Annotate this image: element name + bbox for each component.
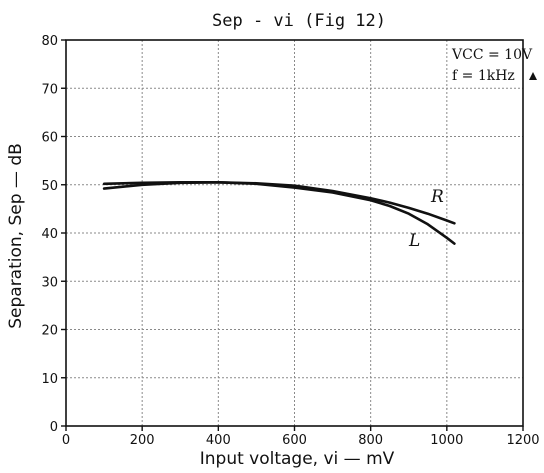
y-tick-label: 40 bbox=[41, 227, 58, 242]
series-group bbox=[102, 181, 456, 245]
y-tick-label: 50 bbox=[41, 179, 58, 194]
x-tick-label: 600 bbox=[282, 433, 307, 448]
x-axis-label: Input voltage, vi — mV bbox=[200, 449, 395, 469]
x-tick-label: 0 bbox=[62, 433, 70, 448]
series-line-l bbox=[102, 181, 456, 245]
x-tick-label: 200 bbox=[130, 433, 155, 448]
y-axis-ticks: 0 10 20 30 40 50 60 70 80 bbox=[41, 34, 66, 435]
x-tick-label: 1200 bbox=[506, 433, 539, 448]
x-axis-ticks: 0 200 400 600 800 1000 1200 bbox=[62, 426, 540, 448]
y-tick-label: 60 bbox=[41, 131, 58, 146]
y-tick-label: 30 bbox=[41, 275, 58, 290]
chart-title: Sep - vi (Fig 12) bbox=[212, 11, 386, 31]
x-tick-label: 400 bbox=[206, 433, 231, 448]
y-tick-label: 70 bbox=[41, 82, 58, 97]
series-label-r: R bbox=[430, 187, 444, 207]
y-tick-label: 20 bbox=[41, 324, 58, 339]
y-tick-label: 0 bbox=[50, 420, 58, 435]
x-tick-label: 1000 bbox=[430, 433, 463, 448]
series-line-r bbox=[102, 181, 456, 225]
condition-vcc: VCC = 10V bbox=[451, 47, 533, 63]
y-tick-label: 10 bbox=[41, 372, 58, 387]
x-tick-label: 800 bbox=[358, 433, 383, 448]
conditions-box: VCC = 10V f = 1kHz bbox=[451, 47, 537, 84]
condition-freq: f = 1kHz bbox=[452, 68, 515, 84]
marker-arrow-icon bbox=[529, 72, 537, 80]
grid bbox=[66, 40, 523, 426]
y-axis-label: Separation, Sep — dB bbox=[6, 143, 26, 329]
series-label-l: L bbox=[408, 231, 420, 251]
y-tick-label: 80 bbox=[41, 34, 58, 49]
